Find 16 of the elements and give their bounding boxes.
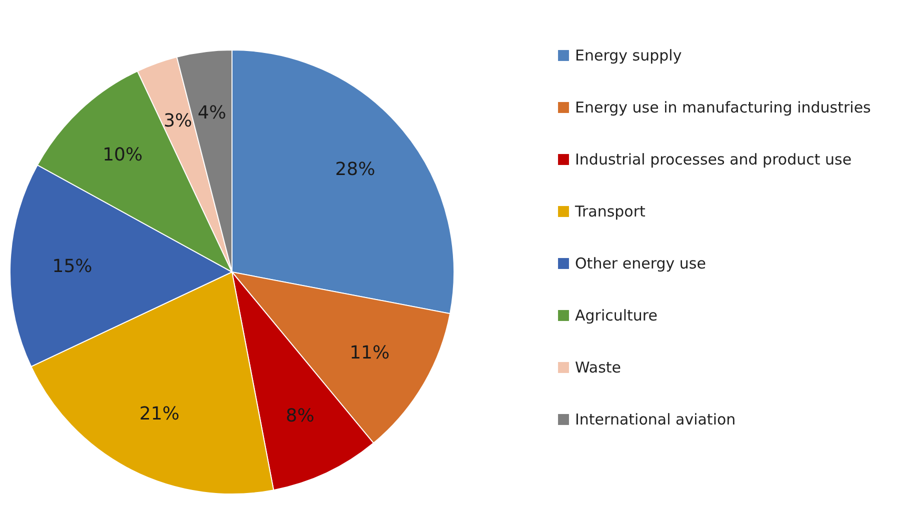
legend-label: Industrial processes and product use [575,150,852,168]
legend-label: Other energy use [575,254,706,272]
legend-label: Transport [574,202,646,220]
data-label: 15% [52,256,92,277]
data-label: 3% [164,110,192,132]
data-label: 28% [335,159,376,180]
legend-label: Agriculture [575,306,658,324]
legend-label: International aviation [575,410,736,428]
data-label: 11% [350,342,390,364]
data-label: 21% [139,403,180,424]
legend-label: Energy supply [575,46,682,64]
legend-label: Energy use in manufacturing industries [575,98,872,116]
legend-label: Waste [575,358,621,376]
data-label: 4% [198,102,226,124]
data-label: 10% [102,144,143,166]
data-label: 8% [286,406,314,427]
